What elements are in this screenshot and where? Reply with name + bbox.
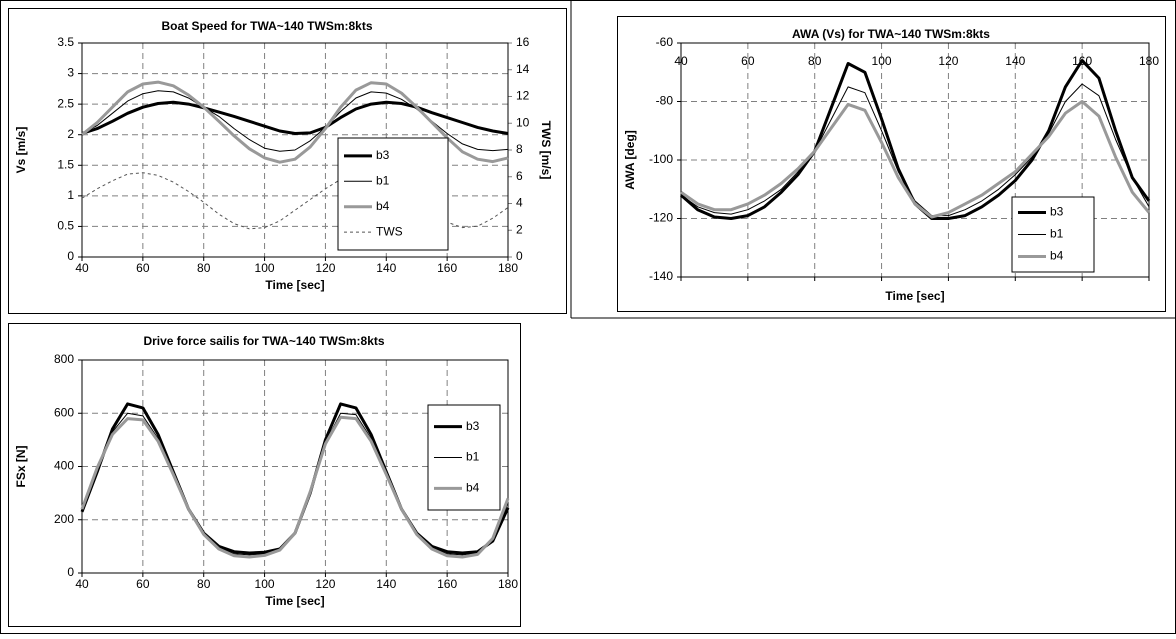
chart-title: AWA (Vs) for TWA~140 TWSm:8kts	[792, 27, 990, 41]
y-tick-label: 0	[67, 249, 74, 263]
legend-label: b4	[466, 481, 480, 495]
y2-tick-label: 8	[516, 142, 523, 156]
y-tick-label: 1	[67, 188, 74, 202]
y2-tick-label: 10	[516, 115, 530, 129]
series-line	[680, 100, 1151, 219]
y-tick-label: -60	[656, 35, 674, 49]
y-tick-label: 200	[54, 512, 74, 526]
y-axis-title: Vs [m/s]	[14, 127, 28, 174]
series-line	[81, 100, 509, 135]
y-tick-label: 2	[67, 127, 74, 141]
x-tick-label: 140	[376, 261, 396, 275]
y2-tick-label: 16	[516, 35, 530, 49]
x-axis-title: Time [sec]	[885, 289, 944, 303]
x-tick-label: 80	[197, 577, 211, 591]
series-line	[80, 415, 510, 559]
x-tick-label: 160	[437, 261, 457, 275]
x-tick-label: 100	[255, 261, 275, 275]
plot-frame	[680, 42, 1150, 278]
legend-label: b4	[1050, 249, 1064, 263]
x-tick-label: 180	[498, 261, 518, 275]
legend-label: TWS	[376, 224, 403, 238]
x-tick-label: 60	[136, 577, 150, 591]
y-axis-title: FSx [N]	[14, 445, 28, 487]
x-tick-label: 80	[197, 261, 211, 275]
y-tick-label: 3.5	[57, 35, 74, 49]
series-line	[680, 83, 1150, 217]
y2-axis-title: TWS [m/s]	[539, 121, 553, 180]
x-tick-label: 60	[741, 54, 755, 68]
x-tick-label: 40	[75, 261, 89, 275]
y-tick-label: 400	[54, 459, 74, 473]
legend-label: b3	[1050, 205, 1064, 219]
y-tick-label: -80	[656, 94, 674, 108]
plot-frame	[81, 359, 509, 574]
x-tick-label: 120	[315, 261, 335, 275]
y-tick-label: 0.5	[57, 219, 74, 233]
x-tick-label: 120	[938, 54, 958, 68]
y-tick-label: -100	[649, 152, 673, 166]
series-line	[81, 90, 509, 152]
y-tick-label: 0	[67, 565, 74, 579]
series-line	[81, 80, 509, 164]
y2-tick-label: 12	[516, 89, 530, 103]
x-tick-label: 100	[872, 54, 892, 68]
y2-tick-label: 0	[516, 249, 523, 263]
y-tick-label: 1.5	[57, 157, 74, 171]
x-tick-label: 40	[75, 577, 89, 591]
chart-title: Boat Speed for TWA~140 TWSm:8kts	[161, 19, 372, 33]
y-tick-label: 2.5	[57, 96, 74, 110]
y2-tick-label: 4	[516, 196, 523, 210]
x-axis-title: Time [sec]	[265, 594, 324, 608]
x-tick-label: 160	[437, 577, 457, 591]
y-tick-label: 3	[67, 66, 74, 80]
y-tick-label: -140	[649, 269, 673, 283]
y-tick-label: 800	[54, 352, 74, 366]
y2-tick-label: 14	[516, 62, 530, 76]
x-tick-label: 180	[498, 577, 518, 591]
x-tick-label: 120	[315, 577, 335, 591]
x-tick-label: 140	[376, 577, 396, 591]
x-axis-title: Time [sec]	[265, 278, 324, 292]
x-tick-label: 80	[808, 54, 822, 68]
y2-tick-label: 2	[516, 222, 523, 236]
y-tick-label: 600	[54, 405, 74, 419]
legend-label: b1	[1050, 227, 1064, 241]
x-tick-label: 60	[136, 261, 150, 275]
y2-tick-label: 6	[516, 169, 523, 183]
y-axis-title: AWA [deg]	[623, 130, 637, 190]
chart-title: Drive force sailis for TWA~140 TWSm:8kts	[143, 334, 384, 348]
y-tick-label: -120	[649, 211, 673, 225]
legend-label: b1	[376, 173, 390, 187]
legend-label: b3	[466, 419, 480, 433]
legend-label: b3	[376, 148, 390, 162]
plot-frame	[81, 42, 509, 258]
legend-label: b4	[376, 199, 390, 213]
x-tick-label: 140	[1005, 54, 1025, 68]
legend-label: b1	[466, 450, 480, 464]
x-tick-label: 100	[255, 577, 275, 591]
